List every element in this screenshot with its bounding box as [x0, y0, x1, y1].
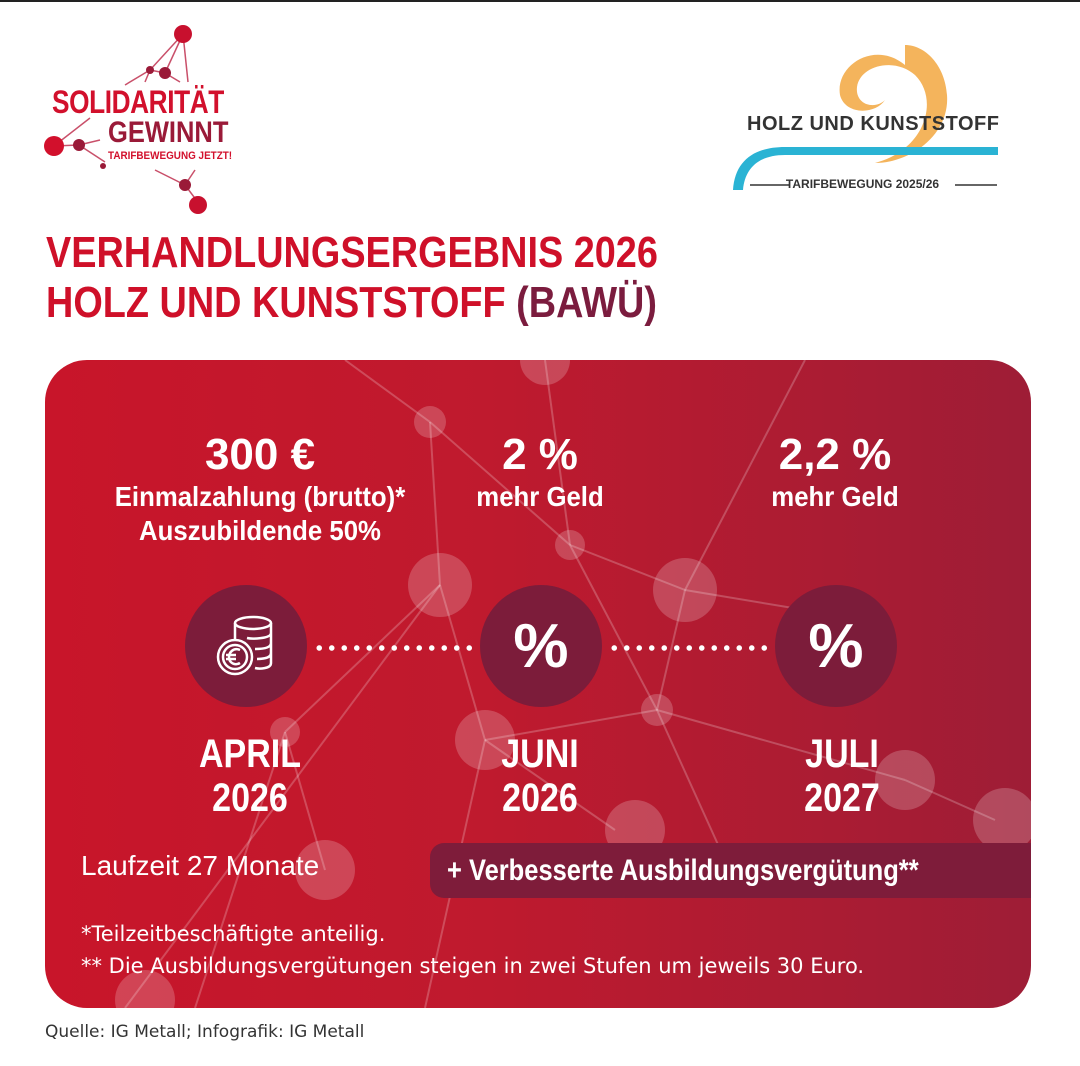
logo-text-tarifbewegung-2025-26: TARIFBEWEGUNG 2025/26: [785, 177, 940, 191]
timeline-connector-2: [608, 645, 770, 651]
step-1-value: 300 €: [204, 430, 316, 479]
logo-text-solidaritaet: SOLIDARITÄT: [52, 84, 224, 120]
step-2-summary: 2 % mehr Geld: [440, 430, 640, 514]
step-1-date: APRIL 2026: [165, 732, 335, 820]
step-3-month: JULI: [805, 732, 879, 776]
step-2-year: 2026: [502, 776, 578, 820]
step-2-description: mehr Geld: [476, 481, 604, 512]
step-1-description-2: Auszubildende 50%: [139, 515, 381, 546]
step-1-year: 2026: [212, 776, 288, 820]
step-3-summary: 2,2 % mehr Geld: [735, 430, 935, 514]
title-line-2-region: (BAWÜ): [516, 278, 657, 327]
step-2-date: JUNI 2026: [455, 732, 625, 820]
logo-text-holz-und-kunststoff: HOLZ UND KUNSTSTOFF: [747, 113, 1000, 135]
step-2-value: 2 %: [502, 430, 578, 479]
title-line-2: HOLZ UND KUNSTSTOFF (BAWÜ): [46, 278, 658, 328]
step-3-value: 2,2 %: [778, 430, 892, 479]
step-3-date: JULI 2027: [757, 732, 927, 820]
logo-text-tarifbewegung: TARIFBEWEGUNG JETZT!: [108, 150, 233, 162]
step-3-year: 2027: [804, 776, 880, 820]
step-1-description: Einmalzahlung (brutto)*: [114, 481, 406, 512]
solidaritaet-gewinnt-logo: SOLIDARITÄT GEWINNT TARIFBEWEGUNG JETZT!: [40, 20, 270, 220]
percent-icon: %: [480, 585, 602, 707]
step-3-description: mehr Geld: [771, 481, 899, 512]
step-1-month: APRIL: [199, 732, 301, 776]
result-card: 300 € Einmalzahlung (brutto)* Auszubilde…: [45, 360, 1031, 1008]
title-line-1: VERHANDLUNGSERGEBNIS 2026: [46, 228, 658, 277]
step-1-summary: 300 € Einmalzahlung (brutto)* Auszubilde…: [65, 430, 455, 548]
top-border: [0, 0, 1080, 2]
training-pay-text: + Verbesserte Ausbildungsvergütung**: [447, 854, 919, 887]
timeline-connector-1: [313, 645, 475, 651]
percent-icon: %: [775, 585, 897, 707]
swirl-logo-graphic: [733, 45, 998, 190]
term-duration: Laufzeit 27 Monate: [81, 850, 320, 881]
network-logo-graphic: [44, 25, 207, 214]
source-credit: Quelle: IG Metall; Infografik: IG Metall: [45, 1022, 365, 1042]
footnote-1: *Teilzeitbeschäftigte anteilig.: [81, 922, 386, 946]
training-pay-banner: + Verbesserte Ausbildungsvergütung**: [430, 843, 1031, 898]
holz-und-kunststoff-logo: HOLZ UND KUNSTSTOFF TARIFBEWEGUNG 2025/2…: [725, 35, 1015, 200]
footnote-2: ** Die Ausbildungsvergütungen steigen in…: [81, 954, 865, 978]
logo-text-gewinnt: GEWINNT: [108, 116, 229, 149]
title-line-2-main: HOLZ UND KUNSTSTOFF: [46, 278, 517, 327]
euro-coins-icon: [185, 585, 307, 707]
step-2-month: JUNI: [501, 732, 579, 776]
page-title: VERHANDLUNGSERGEBNIS 2026 HOLZ UND KUNST…: [46, 228, 658, 328]
